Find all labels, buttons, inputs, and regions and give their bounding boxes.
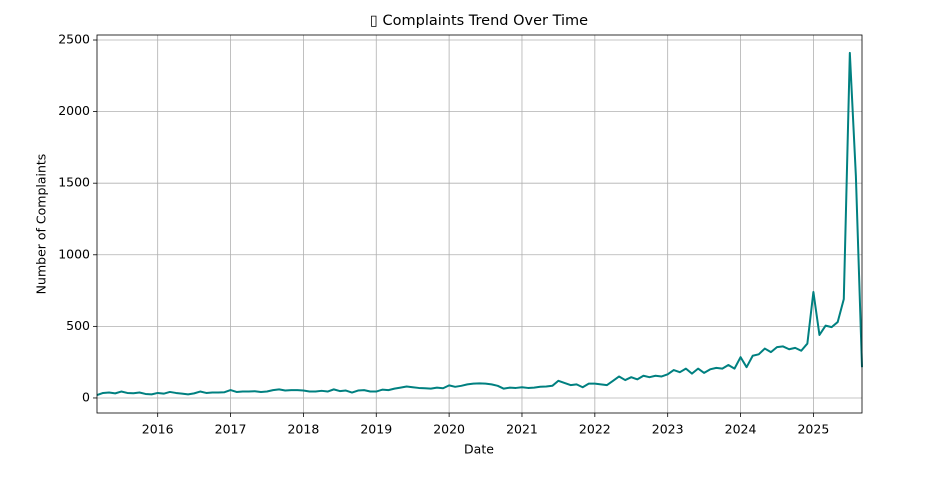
y-tick-label: 0 (82, 389, 90, 404)
y-axis-label: Number of Complaints (34, 154, 49, 295)
x-tick-label: 2021 (506, 422, 538, 437)
y-tick-label: 1000 (58, 246, 90, 261)
data-line (96, 51, 863, 397)
x-tick-label: 2019 (360, 422, 392, 437)
plot-frame (96, 34, 863, 414)
x-tick-label: 2022 (579, 422, 611, 437)
y-tick-label: 2500 (58, 32, 90, 47)
x-tick-label: 2023 (652, 422, 684, 437)
x-axis-label: Date (464, 442, 494, 457)
chart-title: ▯ Complaints Trend Over Time (370, 13, 588, 29)
x-tick-label: 2017 (215, 422, 247, 437)
y-tick-label: 500 (66, 318, 90, 333)
y-tick-label: 1500 (58, 175, 90, 190)
x-tick-label: 2020 (433, 422, 465, 437)
x-tick-label: 2018 (287, 422, 319, 437)
y-tick-label: 2000 (58, 103, 90, 118)
x-tick-label: 2024 (725, 422, 757, 437)
x-tick-label: 2025 (797, 422, 829, 437)
x-tick-label: 2016 (142, 422, 174, 437)
